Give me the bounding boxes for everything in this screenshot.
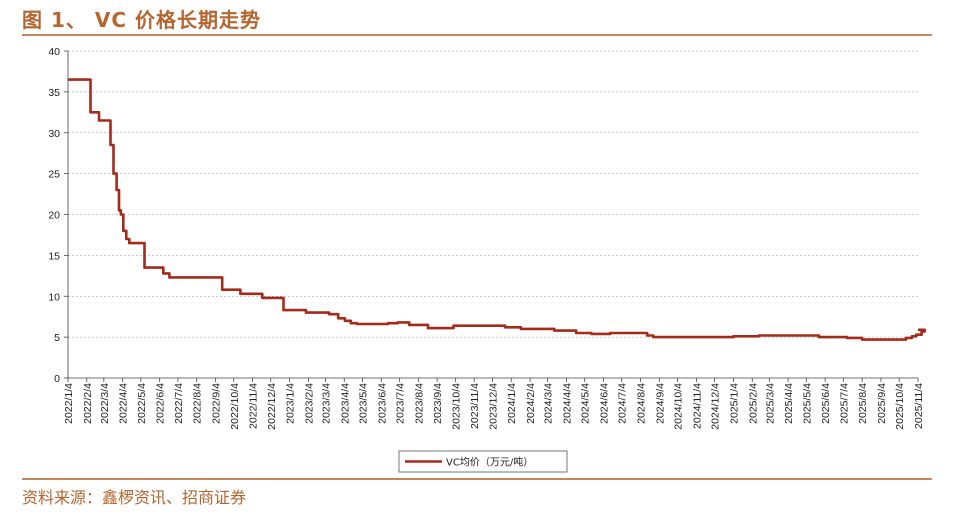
x-tick-label: 2025/7/4 <box>838 383 850 424</box>
y-tick-label: 20 <box>48 210 60 222</box>
x-tick-label: 2024/8/4 <box>636 383 648 424</box>
y-tick-label: 35 <box>48 87 60 99</box>
x-tick-label: 2022/3/4 <box>99 383 111 424</box>
x-tick-label: 2024/11/4 <box>691 383 703 429</box>
y-tick-label: 0 <box>54 373 60 385</box>
x-tick-label: 2024/4/4 <box>561 383 573 424</box>
x-tick-label: 2024/10/4 <box>673 383 685 430</box>
x-tick-label: 2023/10/4 <box>450 383 462 430</box>
footer-divider <box>22 478 932 480</box>
x-tick-label: 2023/12/4 <box>487 383 499 430</box>
x-tick-label: 2022/4/4 <box>118 383 130 424</box>
y-axis: 0 5 10 15 20 25 30 35 40 <box>48 46 69 385</box>
x-tick-label: 2022/5/4 <box>136 383 148 424</box>
x-tick-label: 2023/7/4 <box>395 383 407 424</box>
y-tick-label: 5 <box>54 332 60 344</box>
y-tick-label: 15 <box>48 250 60 262</box>
source-note: 资料来源：鑫椤资讯、招商证券 <box>22 488 247 507</box>
x-tick-label: 2022/1/4 <box>63 383 75 424</box>
x-tick-label: 2023/2/4 <box>303 383 315 424</box>
x-tick-label: 2025/8/4 <box>857 383 869 424</box>
x-tick-label: 2025/10/4 <box>894 383 906 430</box>
x-tick-label: 2024/5/4 <box>580 383 592 424</box>
x-tick-label: 2022/6/4 <box>155 383 167 424</box>
x-tick-label: 2025/6/4 <box>820 383 832 424</box>
x-tick-label: 2025/2/4 <box>747 383 759 424</box>
x-tick-label: 2023/9/4 <box>432 383 444 424</box>
x-tick-label: 2022/11/4 <box>248 383 260 429</box>
x-tick-label: 2024/3/4 <box>543 383 555 424</box>
x-tick-label: 2022/7/4 <box>173 383 185 424</box>
series-line-vc-price <box>68 78 926 341</box>
y-tick-label: 30 <box>48 128 60 140</box>
x-tick-label: 2025/1/4 <box>728 383 740 424</box>
figure-title: 图 1、 VC 价格长期走势 <box>22 8 261 32</box>
x-tick-label: 2025/9/4 <box>876 383 888 424</box>
x-tick-label: 2024/2/4 <box>525 383 537 424</box>
x-tick-label: 2024/1/4 <box>506 383 518 424</box>
x-axis: 2022/1/4 2022/2/4 2022/3/4 2022/4/4 2022/5/4… <box>63 377 925 430</box>
x-tick-label: 2025/11/4 <box>913 383 925 429</box>
x-tick-label: 2023/8/4 <box>413 383 425 424</box>
x-tick-label: 2024/6/4 <box>599 383 611 424</box>
x-tick-label: 2024/12/4 <box>710 383 722 430</box>
x-tick-label: 2023/4/4 <box>339 383 351 424</box>
legend: VC均价（万元/吨） <box>398 450 568 473</box>
x-tick-label: 2022/10/4 <box>229 383 241 430</box>
x-tick-label: 2023/5/4 <box>357 383 369 424</box>
x-tick-label: 2024/9/4 <box>654 383 666 424</box>
legend-label: VC均价（万元/吨） <box>446 456 533 469</box>
y-tick-label: 40 <box>48 46 60 58</box>
x-tick-label: 2022/2/4 <box>82 383 94 424</box>
legend-box <box>398 450 568 473</box>
x-tick-label: 2023/6/4 <box>376 383 388 424</box>
x-tick-label: 2024/7/4 <box>617 383 629 424</box>
x-tick-label: 2023/11/4 <box>469 383 481 429</box>
x-tick-label: 2023/3/4 <box>320 383 332 424</box>
x-tick-label: 2023/1/4 <box>285 383 297 424</box>
y-tick-label: 25 <box>48 169 60 181</box>
y-tick-label: 10 <box>48 291 60 303</box>
title-divider <box>22 34 932 36</box>
x-tick-label: 2025/3/4 <box>764 383 776 424</box>
x-tick-label: 2025/4/4 <box>783 383 795 424</box>
x-tick-label: 2022/12/4 <box>266 383 278 430</box>
grid-lines <box>68 50 918 338</box>
x-tick-label: 2025/5/4 <box>801 383 813 424</box>
x-tick-label: 2022/9/4 <box>211 383 223 424</box>
x-tick-label: 2022/8/4 <box>192 383 204 424</box>
